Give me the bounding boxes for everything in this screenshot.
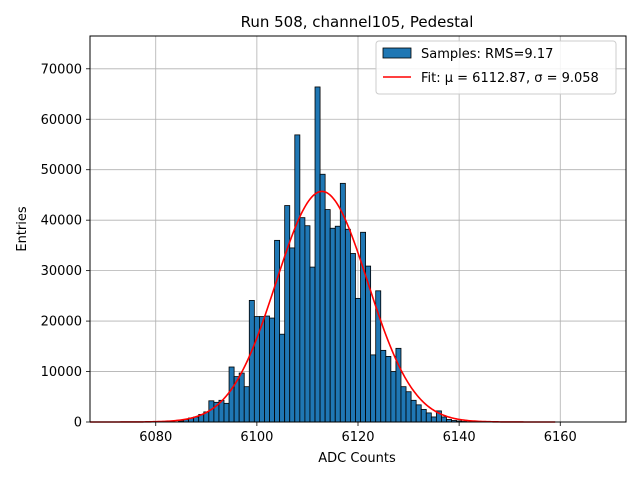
- x-tick-label: 6120: [341, 430, 374, 445]
- histogram-bar: [264, 316, 269, 422]
- x-tick-label: 6160: [544, 430, 577, 445]
- y-tick-label: 20000: [41, 315, 82, 330]
- x-tick-label: 6140: [443, 430, 476, 445]
- histogram-bar: [431, 417, 436, 422]
- histogram-bar: [300, 218, 305, 422]
- histogram-bar: [345, 229, 350, 422]
- legend-label-histogram: Samples: RMS=9.17: [421, 47, 553, 62]
- y-tick-label: 10000: [41, 365, 82, 380]
- histogram-bar: [285, 206, 290, 422]
- histogram-bar: [406, 392, 411, 422]
- histogram-bar: [350, 253, 355, 422]
- y-tick-label: 60000: [41, 113, 82, 128]
- histogram-bar: [401, 387, 406, 422]
- histogram-bar: [330, 228, 335, 422]
- y-axis-label: Entries: [15, 206, 30, 252]
- x-tick-label: 6100: [240, 430, 273, 445]
- histogram-bar: [421, 409, 426, 422]
- legend: Samples: RMS=9.17 Fit: μ = 6112.87, σ = …: [376, 41, 616, 94]
- x-tick-label: 6080: [139, 430, 172, 445]
- histogram-bar: [355, 298, 360, 422]
- legend-swatch-histogram: [383, 48, 411, 58]
- histogram-bar: [381, 350, 386, 422]
- y-tick-label: 70000: [41, 62, 82, 77]
- histogram-bar: [426, 413, 431, 422]
- legend-label-fit: Fit: μ = 6112.87, σ = 9.058: [421, 71, 599, 86]
- y-tick-label: 30000: [41, 264, 82, 279]
- x-axis-label: ADC Counts: [318, 451, 396, 466]
- histogram-bar: [244, 387, 249, 422]
- histogram-bar: [229, 367, 234, 422]
- histogram-bar: [315, 87, 320, 422]
- histogram-bar: [259, 317, 264, 422]
- histogram-bar: [416, 405, 421, 422]
- histogram-bar: [310, 267, 315, 422]
- histogram-bar: [290, 248, 295, 422]
- histogram-bar: [280, 334, 285, 422]
- histogram-bar: [325, 210, 330, 422]
- histogram-bar: [391, 372, 396, 422]
- histogram-bar: [335, 226, 340, 422]
- histogram-bar: [275, 240, 280, 422]
- histogram-bar: [320, 174, 325, 422]
- chart-title: Run 508, channel105, Pedestal: [241, 13, 474, 31]
- histogram-bar: [295, 135, 300, 422]
- histogram-bar: [386, 356, 391, 422]
- histogram-bar: [371, 355, 376, 422]
- y-tick-label: 0: [74, 416, 82, 431]
- histogram-bar: [411, 400, 416, 422]
- histogram-bar: [249, 300, 254, 422]
- y-tick-label: 50000: [41, 163, 82, 178]
- histogram-bar: [270, 318, 275, 422]
- histogram-bar: [305, 226, 310, 422]
- histogram-bar: [441, 417, 446, 422]
- y-tick-label: 40000: [41, 214, 82, 229]
- histogram-bar: [224, 403, 229, 422]
- histogram-bar: [239, 373, 244, 422]
